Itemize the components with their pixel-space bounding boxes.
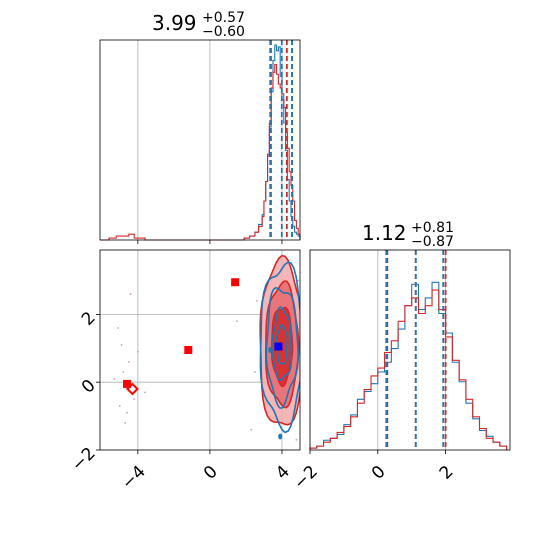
scatter-point [250, 428, 253, 431]
hist2-x-tick-label: −2 [290, 462, 322, 494]
hist1-title: 3.99 [152, 11, 197, 35]
hist1-panel [99, 39, 301, 244]
scatter-point [255, 299, 258, 302]
hist2-histogram-series-red [309, 289, 508, 450]
scatter-point [124, 421, 127, 424]
scatter-point [254, 371, 256, 373]
scatter-point [122, 371, 125, 373]
scatter-point [295, 438, 298, 441]
scatter-point [144, 391, 146, 394]
marker-square [274, 342, 283, 351]
contour-blue-level-1 [259, 261, 300, 434]
hist2-x-tick-label: 2 [436, 462, 458, 484]
scatter-point [117, 327, 119, 329]
marker-square [231, 278, 240, 287]
hist1-frame [99, 39, 301, 241]
corner2d-y-tick-label: 2 [78, 308, 100, 330]
corner2d-x-tick-label: 0 [200, 462, 222, 484]
marker-square [184, 346, 193, 354]
scatter-point [133, 398, 136, 401]
hist2-frame [309, 249, 511, 451]
scatter-point [127, 360, 130, 363]
hist2-panel: −2 0 2 [290, 249, 511, 494]
hist2-title-lower-error: −0.87 [411, 234, 454, 250]
hist2-x-tick-label: 0 [368, 462, 390, 484]
corner2d-y-tick-label: −2 [68, 444, 100, 476]
contour-blue-level-2 [265, 286, 300, 409]
outlier-point [278, 433, 283, 440]
scatter-point [129, 293, 132, 295]
scatter-point [297, 279, 300, 282]
corner2d-frame [99, 249, 301, 451]
scatter-point [118, 405, 121, 407]
hist1-title-upper-error: +0.57 [202, 10, 245, 26]
corner2d-x-tick-label: −4 [118, 462, 150, 494]
outlier-point [268, 347, 273, 353]
scatter-point [136, 350, 139, 353]
hist2-title: 1.12 [362, 221, 407, 245]
scatter-point [113, 377, 116, 380]
contour-blue-level-3 [270, 306, 293, 382]
hist1-title-lower-error: −0.60 [202, 24, 245, 40]
hist2-histogram-series-blue [309, 281, 508, 450]
corner2d-panel: −4 0 4−202 [68, 249, 301, 494]
corner2d-y-tick-label: 0 [78, 376, 100, 398]
marker-diamond [126, 382, 139, 396]
corner2d-plot-area [100, 250, 300, 450]
scatter-point [236, 320, 238, 323]
scatter-point [126, 411, 128, 414]
marker-square [123, 379, 132, 388]
hist2-title-upper-error: +0.81 [411, 220, 454, 236]
scatter-point [120, 344, 123, 346]
